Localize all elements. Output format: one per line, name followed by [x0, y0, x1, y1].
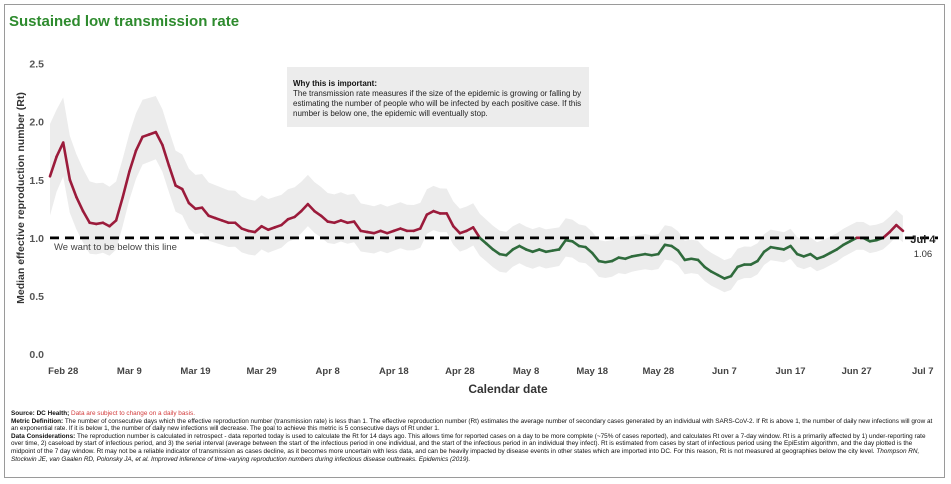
rt-line-segment: [134, 135, 144, 153]
rt-line-segment: [445, 212, 455, 228]
rt-line-segment: [313, 209, 323, 218]
y-tick-label: 2.5: [29, 59, 44, 71]
x-tick-label: May 8: [513, 366, 539, 377]
rt-line-segment: [154, 130, 164, 147]
citation: Thompson RN, Stockwin JE, van Gaalen RD,…: [11, 447, 920, 463]
rt-line-segment: [161, 143, 171, 168]
rt-line-segment: [352, 220, 363, 233]
rt-line-segment: [729, 265, 739, 278]
rt-line-segment: [319, 214, 330, 223]
rt-line-segment: [306, 202, 316, 213]
rt-line-segment: [471, 226, 482, 240]
y-tick-label: 1.0: [29, 233, 44, 245]
rt-line-segment: [590, 251, 601, 263]
rt-line-segment: [180, 187, 191, 205]
rt-line-segment: [656, 243, 667, 256]
rt-line-segment: [485, 242, 495, 251]
x-tick-label: Feb 28: [48, 366, 78, 377]
rt-line-segment: [676, 249, 687, 262]
x-tick-label: Jun 7: [712, 366, 737, 377]
x-tick-label: Mar 19: [180, 366, 210, 377]
x-tick-label: Jun 27: [842, 366, 872, 377]
rt-line-segment: [762, 245, 773, 254]
x-tick-label: Mar 9: [117, 366, 142, 377]
metric-text: The number of consecutive days which the…: [11, 417, 933, 433]
rt-line-segment: [299, 202, 310, 213]
x-tick-label: Mar 29: [247, 366, 277, 377]
x-tick-label: Apr 8: [316, 366, 340, 377]
considerations-label: Data Considerations:: [11, 432, 76, 440]
rt-line-segment: [895, 223, 905, 233]
rt-line-segment: [557, 238, 568, 251]
source-line: Source: DC Health; Data are subject to c…: [11, 410, 936, 418]
x-tick-label: Apr 18: [379, 366, 409, 377]
annotation-heading: Why this is important:: [293, 79, 377, 88]
y-axis-label: Median effective reproduction number (Rt…: [15, 92, 27, 304]
rt-line-segment: [881, 230, 892, 240]
rt-line-segment: [491, 248, 501, 256]
rt-line-segment: [584, 245, 594, 255]
rt-line-segment: [280, 217, 290, 227]
rt-line-segment: [81, 209, 91, 225]
x-tick-label: Jul 7: [912, 366, 934, 377]
last-date-label: Jul 4: [910, 234, 936, 246]
data-considerations: Data Considerations: The reproduction nu…: [11, 433, 936, 463]
rt-line-segment: [418, 213, 429, 230]
rt-line-segment: [68, 178, 78, 199]
rt-line-segment: [128, 149, 138, 173]
rt-line-segment: [789, 244, 799, 256]
rt-line-segment: [888, 223, 898, 234]
considerations-text: The reproduction number is calculated in…: [11, 432, 926, 455]
rt-line-segment: [571, 240, 581, 248]
rt-line-segment: [835, 243, 845, 251]
x-axis-label: Calendar date: [468, 382, 548, 396]
x-tick-label: May 28: [642, 366, 674, 377]
rt-line-segment: [703, 265, 713, 273]
rt-line-segment: [55, 141, 65, 158]
rt-line-segment: [478, 236, 488, 245]
reference-line-label: We want to be below this line: [54, 242, 177, 253]
source-label: Source: DC Health;: [11, 410, 70, 417]
rt-line-segment: [121, 170, 131, 199]
y-tick-label: 1.5: [29, 175, 44, 187]
annotation-box: Why this is important: The transmission …: [287, 67, 589, 127]
metric-definition: Metric Definition: The number of consecu…: [11, 418, 936, 433]
rt-line-segment: [114, 195, 125, 222]
rt-line-segment: [670, 244, 680, 252]
rt-line-segment: [48, 155, 58, 178]
rt-line-segment: [233, 221, 244, 230]
rt-line-segment: [187, 201, 197, 211]
uncertainty-band: [50, 96, 903, 293]
x-tick-label: Jun 17: [775, 366, 805, 377]
rt-line-segment: [61, 141, 72, 182]
last-value-label: 1.06: [914, 249, 933, 260]
rt-line-segment: [504, 248, 515, 257]
rt-line-segment: [756, 250, 766, 263]
x-tick-label: May 18: [576, 366, 608, 377]
rt-line-segment: [75, 195, 85, 213]
rt-line-segment: [253, 224, 263, 234]
rt-line-segment: [696, 258, 706, 269]
y-tick-label: 0.5: [29, 291, 44, 303]
metric-label: Metric Definition:: [11, 417, 64, 425]
rt-line-segment: [108, 219, 118, 228]
rt-line-segment: [452, 224, 462, 235]
source-note: Data are subject to change on a daily ba…: [71, 410, 195, 417]
rt-line-segment: [809, 252, 819, 261]
chart-title: Sustained low transmission rate: [9, 13, 240, 30]
y-tick-label: 0.0: [29, 349, 44, 361]
annotation-text: The transmission rate measures if the si…: [293, 89, 582, 118]
y-tick-label: 2.0: [29, 117, 44, 129]
x-tick-label: Apr 28: [445, 366, 475, 377]
rt-line-segment: [200, 206, 210, 218]
footer-notes: Source: DC Health; Data are subject to c…: [11, 410, 936, 463]
rt-line-segment: [293, 209, 303, 219]
rt-line-segment: [167, 164, 177, 187]
